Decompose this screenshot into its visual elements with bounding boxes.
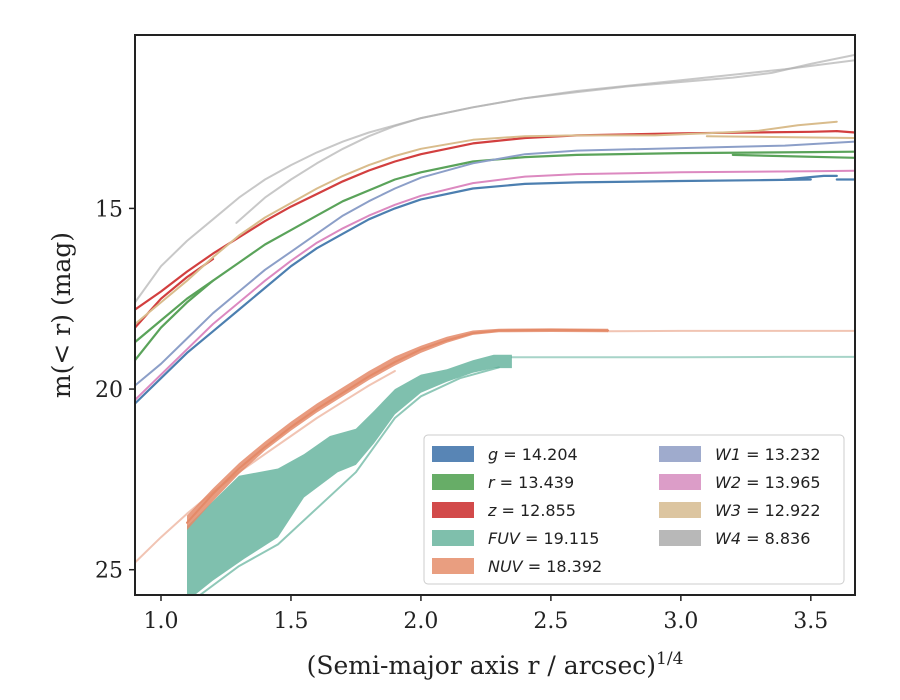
legend-swatch bbox=[659, 502, 701, 518]
legend-swatch bbox=[432, 558, 474, 574]
axis-ticks: 1.0 1.5 2.0 2.5 3.0 3.5 15 20 25 bbox=[95, 197, 828, 634]
legend-swatch bbox=[659, 530, 701, 546]
legend-item-w1: W1 = 13.232 bbox=[659, 445, 821, 464]
legend-swatch bbox=[659, 446, 701, 462]
line-z-2 bbox=[135, 257, 215, 329]
legend-item-w3: W3 = 12.922 bbox=[659, 501, 821, 520]
legend-item-r: r = 13.439 bbox=[432, 473, 574, 492]
legend-swatch bbox=[432, 530, 474, 546]
line-w4-1 bbox=[135, 59, 855, 304]
line-fuv-faint-diagonal bbox=[199, 366, 500, 595]
line-r-3 bbox=[731, 153, 855, 159]
x-tick-label: 3.5 bbox=[793, 609, 828, 634]
legend-label: NUV = 18.392 bbox=[488, 557, 602, 576]
legend-item-z: z = 12.855 bbox=[432, 501, 576, 520]
legend-item-fuv: FUV = 19.115 bbox=[432, 529, 599, 548]
y-tick-label: 20 bbox=[95, 378, 123, 403]
legend-item-g: g = 14.204 bbox=[432, 445, 578, 464]
x-tick-label: 2.0 bbox=[403, 609, 438, 634]
legend-label: W1 = 13.232 bbox=[715, 445, 821, 464]
legend-label: g = 14.204 bbox=[488, 445, 578, 464]
legend-box bbox=[423, 434, 845, 585]
legend-item-nuv: NUV = 18.392 bbox=[432, 557, 602, 576]
legend-label: r = 13.439 bbox=[488, 473, 574, 492]
plot-frame bbox=[134, 34, 856, 596]
x-tick-label: 1.5 bbox=[273, 609, 308, 634]
legend-item-w2: W2 = 13.965 bbox=[659, 473, 821, 492]
series-lines bbox=[135, 53, 855, 595]
legend-swatch bbox=[659, 474, 701, 490]
line-g-2 bbox=[783, 174, 838, 181]
x-tick-label: 2.5 bbox=[533, 609, 568, 634]
legend-label: z = 12.855 bbox=[487, 501, 576, 520]
legend-swatch bbox=[432, 502, 474, 518]
legend-swatch bbox=[432, 446, 474, 462]
legend-label: W2 = 13.965 bbox=[715, 473, 821, 492]
y-tick-label: 15 bbox=[95, 197, 123, 222]
x-tick-label: 3.0 bbox=[663, 609, 698, 634]
legend-item-w4: W4 = 8.836 bbox=[659, 529, 810, 548]
line-nuv-faint-extension bbox=[135, 370, 396, 564]
line-w3-2 bbox=[705, 135, 855, 139]
line-g-1 bbox=[135, 178, 812, 405]
line-w2-1 bbox=[135, 169, 855, 401]
error-bands bbox=[187, 328, 609, 595]
legend-swatch bbox=[432, 474, 474, 490]
y-tick-label: 25 bbox=[95, 559, 123, 584]
x-axis-title: (Semi-major axis r / arcsec)1/4 bbox=[307, 649, 684, 680]
line-w3-1 bbox=[135, 120, 838, 325]
line-w1-1 bbox=[135, 140, 855, 387]
band-fuv bbox=[187, 354, 512, 595]
x-tick-label: 1.0 bbox=[143, 609, 178, 634]
line-w4-2 bbox=[235, 53, 855, 224]
line-z-3 bbox=[835, 130, 855, 134]
y-axis-title: m(< r) (mag) bbox=[47, 232, 76, 398]
legend-label: FUV = 19.115 bbox=[488, 529, 599, 548]
legend: g = 14.204 r = 13.439 z = 12.855 FUV = 19.1… bbox=[423, 434, 845, 585]
legend-label: W3 = 12.922 bbox=[715, 501, 821, 520]
line-r-2 bbox=[135, 279, 215, 362]
line-nuv-1 bbox=[186, 328, 610, 524]
legend-label: W4 = 8.836 bbox=[715, 529, 810, 548]
